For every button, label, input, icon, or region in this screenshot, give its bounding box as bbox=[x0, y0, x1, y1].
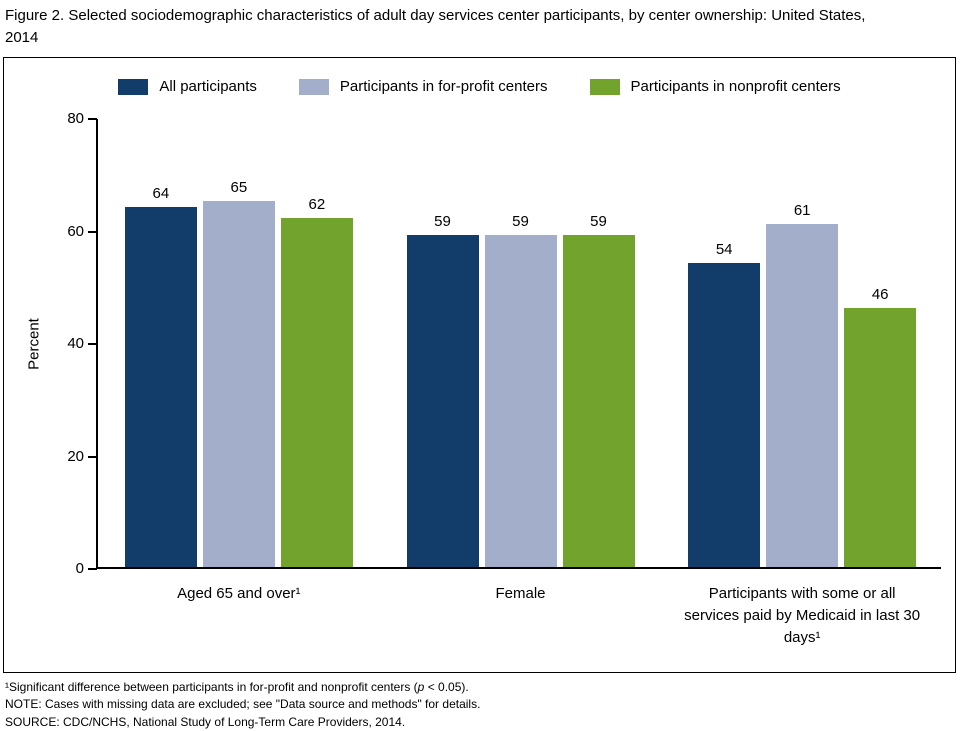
legend-label-nonprofit: Participants in nonprofit centers bbox=[630, 78, 841, 95]
y-axis-title: Percent bbox=[25, 318, 43, 370]
y-tick-mark bbox=[88, 343, 97, 345]
y-tick-mark bbox=[88, 455, 97, 458]
bar-wrap: 54 bbox=[688, 241, 761, 567]
footnote-significance: ¹Significant difference between particip… bbox=[5, 679, 480, 696]
y-tick-label: 40 bbox=[67, 335, 84, 352]
y-tick-label: 20 bbox=[67, 447, 84, 465]
legend-swatch-all-participants bbox=[118, 78, 149, 95]
bar-value-label: 59 bbox=[512, 213, 529, 231]
legend: All participants Participants in for-pro… bbox=[4, 78, 955, 95]
bar bbox=[280, 218, 353, 567]
bar-wrap: 61 bbox=[766, 202, 839, 567]
bar bbox=[688, 263, 761, 567]
footnote-note: NOTE: Cases with missing data are exclud… bbox=[5, 697, 481, 712]
footnote-significance-pre: ¹Significant difference between particip… bbox=[5, 680, 418, 694]
bar-wrap: 65 bbox=[202, 179, 275, 567]
legend-item-for-profit: Participants in for-profit centers bbox=[298, 78, 548, 95]
bar-wrap: 62 bbox=[280, 196, 353, 567]
bar-value-label: 59 bbox=[434, 213, 451, 231]
bar-wrap: 64 bbox=[124, 185, 197, 567]
y-tick-mark bbox=[88, 118, 97, 120]
bar-wrap: 59 bbox=[562, 213, 635, 567]
bar bbox=[124, 207, 197, 567]
legend-label-for-profit: Participants in for-profit centers bbox=[339, 78, 548, 95]
legend-item-nonprofit: Participants in nonprofit centers bbox=[589, 78, 841, 95]
y-tick-mark bbox=[88, 568, 97, 570]
bar-group: 59 59 59 bbox=[406, 213, 635, 567]
bar bbox=[406, 235, 479, 567]
bar bbox=[202, 201, 275, 567]
bar bbox=[484, 235, 557, 567]
legend-item-all-participants: All participants bbox=[118, 78, 257, 95]
bar-group: 54 61 46 bbox=[688, 202, 917, 567]
bar-group: 64 65 62 bbox=[124, 179, 353, 567]
bar-value-label: 65 bbox=[230, 179, 248, 197]
y-tick-label: 80 bbox=[67, 110, 84, 127]
figure-title: Figure 2. Selected sociodemographic char… bbox=[5, 7, 866, 46]
footnotes: ¹Significant difference between particip… bbox=[5, 679, 480, 731]
bar-value-label: 59 bbox=[590, 213, 607, 231]
plot-area: 0 20 40 60 80 64 65 62 Aged 65 and over¹ 59 59 59 Fe… bbox=[67, 110, 941, 646]
y-tick-label: 60 bbox=[67, 222, 84, 240]
bar bbox=[766, 223, 839, 567]
category-label: Aged 65 and over¹ bbox=[177, 585, 301, 602]
legend-label-all-participants: All participants bbox=[159, 78, 257, 95]
bar-value-label: 64 bbox=[152, 185, 170, 202]
bar-value-label: 54 bbox=[715, 241, 733, 259]
bar-wrap: 46 bbox=[844, 286, 917, 567]
bar-wrap: 59 bbox=[484, 213, 557, 567]
legend-swatch-nonprofit bbox=[589, 78, 620, 95]
footnote-source: SOURCE: CDC/NCHS, National Study of Long… bbox=[5, 714, 406, 729]
category-label: Participants with some or all services p… bbox=[684, 585, 921, 646]
legend-swatch-for-profit bbox=[298, 78, 329, 95]
y-tick-label: 0 bbox=[75, 560, 84, 577]
bar-wrap: 59 bbox=[406, 213, 479, 567]
bar-value-label: 61 bbox=[793, 201, 811, 219]
bar-value-label: 62 bbox=[308, 196, 326, 214]
category-label: Female bbox=[495, 585, 546, 602]
footnote-significance-post: < 0.05). bbox=[424, 680, 469, 694]
bar bbox=[562, 235, 635, 567]
footnote-significance-p: p bbox=[417, 680, 425, 694]
y-tick-mark bbox=[88, 230, 97, 233]
bar-value-label: 46 bbox=[871, 286, 889, 304]
chart-frame: All participants Participants in for-pro… bbox=[3, 57, 956, 673]
bar bbox=[844, 308, 917, 567]
